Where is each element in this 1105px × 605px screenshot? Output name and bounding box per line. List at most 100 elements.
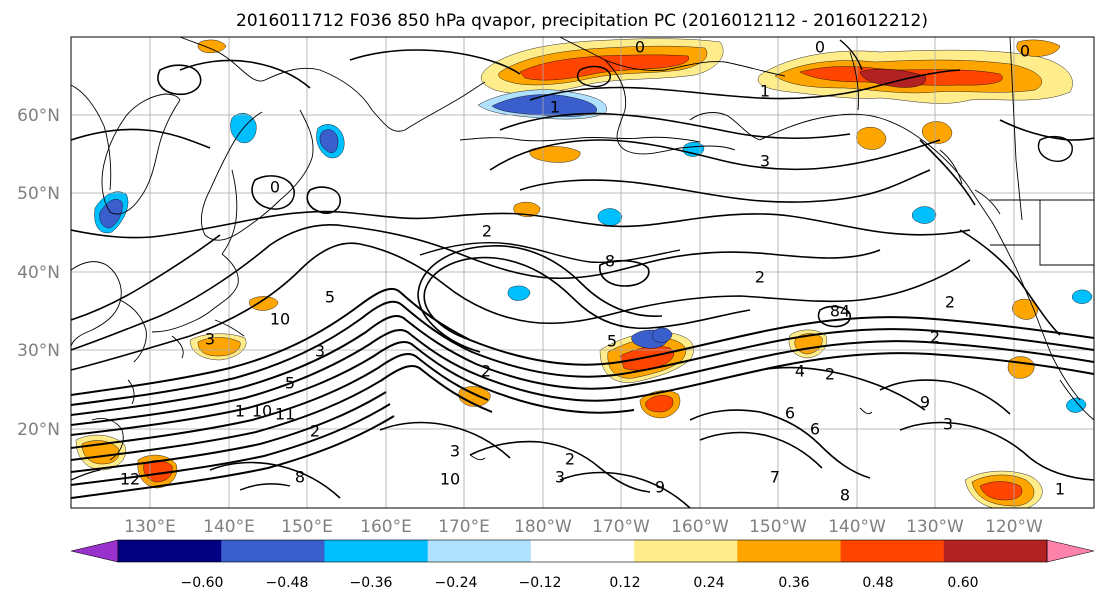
longitude-axis: 130°E 140°E 150°E 160°E 170°E 180°W 170°… <box>124 517 1043 537</box>
coastline <box>939 149 1001 215</box>
contour-line <box>469 440 651 493</box>
contour-label: 10 <box>252 402 272 421</box>
contour-line <box>379 421 511 459</box>
colorbar <box>70 539 1095 563</box>
contour-line <box>529 69 961 101</box>
contour-line <box>419 241 681 264</box>
coastline <box>604 59 736 155</box>
colorbar-tick-label: −0.12 <box>519 575 562 591</box>
contour-line <box>179 59 311 89</box>
colorbar-tick-label: 0.36 <box>778 575 809 591</box>
coastline <box>469 454 486 461</box>
coastline <box>459 136 701 143</box>
contour-line <box>899 421 1094 481</box>
contour-line <box>71 242 361 371</box>
qvapor-contours <box>71 39 1094 508</box>
contour-line <box>999 119 1094 141</box>
lon-label-160e: 160°E <box>360 517 412 537</box>
contour-line <box>71 364 493 461</box>
colorbar-extend-high <box>1046 539 1095 563</box>
coastline <box>101 93 181 215</box>
contour-line <box>71 328 1094 426</box>
colorbar-extend-low <box>70 539 119 563</box>
precipitation-patch <box>458 386 491 407</box>
contour-label: 2 <box>481 362 491 381</box>
contour-label: 2 <box>482 222 492 241</box>
contour-line <box>157 64 202 96</box>
contour-line <box>71 128 211 149</box>
lon-label-140e: 140°E <box>203 517 255 537</box>
lat-label-40n: 40°N <box>17 263 60 283</box>
contour-label: 6 <box>810 420 820 439</box>
contour-label: 0 <box>270 178 280 197</box>
coastline <box>171 319 245 359</box>
lat-label-30n: 30°N <box>17 341 60 361</box>
contour-label: 9 <box>920 393 930 412</box>
contour-line <box>71 391 387 473</box>
contour-line <box>839 39 863 71</box>
graticule <box>71 37 1094 508</box>
contour-label: 4 <box>795 362 805 381</box>
coastline <box>759 113 993 223</box>
lon-label-130e: 130°E <box>124 517 176 537</box>
precipitation-patch <box>99 199 123 229</box>
contour-label: 10 <box>270 310 290 329</box>
contour-label: 3 <box>555 468 565 487</box>
coastline <box>849 37 1023 221</box>
contour-label: 2 <box>825 365 835 384</box>
map-frame <box>70 36 1095 509</box>
contour-line <box>71 234 221 321</box>
colorbar-segment <box>530 540 635 562</box>
colorbar-segment <box>324 540 429 562</box>
coastlines <box>71 37 1094 461</box>
colorbar-tick-label: 0.12 <box>609 575 640 591</box>
contour-line <box>359 243 971 325</box>
colorbar-segment <box>118 540 222 562</box>
contour-label: 5 <box>285 374 295 393</box>
precipitation-patch <box>197 337 241 357</box>
contour-line <box>576 65 611 88</box>
coastline <box>71 84 112 191</box>
coastline <box>119 299 147 363</box>
coastline <box>991 221 1081 401</box>
contour-line <box>71 340 635 436</box>
contour-line <box>71 224 346 351</box>
contour-line <box>919 139 976 206</box>
contour-line <box>599 259 650 287</box>
lon-label-160w: 160°W <box>671 517 729 537</box>
lon-label-170w: 170°W <box>592 517 650 537</box>
coastline <box>990 199 1094 266</box>
contour-line <box>239 483 291 491</box>
contour-label: 9 <box>655 478 665 497</box>
contour-label: 1 <box>550 98 560 117</box>
colorbar-segment <box>427 540 532 562</box>
contour-line <box>71 403 391 486</box>
contour-line <box>489 139 941 171</box>
contour-line <box>759 366 926 411</box>
contour-line <box>499 112 851 140</box>
contour-line <box>417 245 663 353</box>
contour-label: 3 <box>760 152 770 171</box>
contour-line <box>879 379 1011 415</box>
colorbar-tick-label: −0.60 <box>181 575 224 591</box>
contour-line <box>349 49 521 75</box>
contour-label: 0 <box>815 38 825 57</box>
lon-label-170e: 170°E <box>438 517 490 537</box>
lon-label-150e: 150°E <box>281 517 333 537</box>
contour-label: 8 <box>605 252 615 271</box>
contour-line <box>209 461 341 499</box>
contour-label: 8 <box>840 486 850 505</box>
colorbar-segment <box>943 540 1048 562</box>
contour-line <box>817 305 851 328</box>
precipitation-patch <box>1066 397 1087 413</box>
contour-label: 8 <box>830 302 840 321</box>
contour-label: 5 <box>325 288 335 307</box>
contour-line <box>71 315 1094 416</box>
precipitation-patch <box>979 481 1023 501</box>
contour-label: 6 <box>785 404 795 423</box>
contour-line <box>71 300 1094 406</box>
contour-line <box>699 431 823 469</box>
contour-line <box>71 415 395 499</box>
